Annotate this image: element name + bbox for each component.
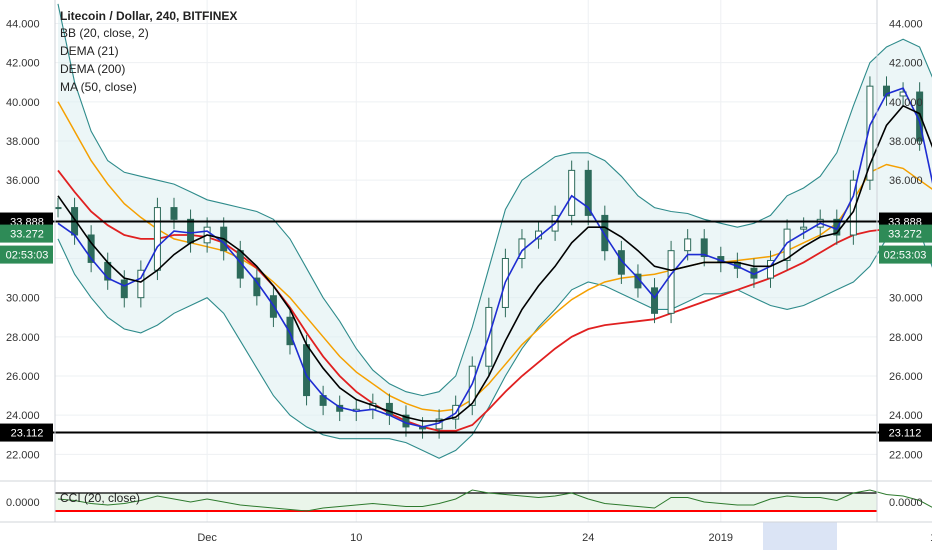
candle-body [601, 214, 609, 252]
price-tag-left-text: 02:53:03 [6, 250, 49, 262]
legend-dema-21: DEMA (21) [60, 44, 119, 58]
candle-body [54, 207, 62, 210]
cci-tick-right: 0.0000 [889, 497, 923, 509]
candle-body [170, 207, 178, 220]
y-tick-left: 28.000 [6, 332, 40, 344]
y-tick-left: 40.000 [6, 97, 40, 109]
price-tag-right [879, 224, 932, 243]
legend: Litecoin / Dollar, 240, BITFINEX BB (20,… [60, 9, 237, 505]
legend-ma-50: MA (50, close) [60, 80, 137, 94]
bollinger-band-fill [58, 3, 932, 459]
cci-tick-left: 0.0000 [6, 497, 40, 509]
candle-body [783, 228, 791, 261]
legend-cci: CCI (20, close) [60, 491, 140, 505]
legend-dema-200: DEMA (200) [60, 62, 125, 76]
candle-body [568, 169, 576, 216]
y-tick-left: 36.000 [6, 175, 40, 187]
y-tick-right: 40.000 [889, 97, 923, 109]
y-tick-right: 38.000 [889, 136, 923, 148]
y-tick-right: 22.000 [889, 449, 923, 461]
candle-body [385, 402, 393, 416]
y-tick-right: 42.000 [889, 58, 923, 70]
y-tick-right: 44.000 [889, 19, 923, 31]
bb-lower-line [57, 222, 932, 459]
dema-21-line [57, 87, 932, 428]
price-tag-left [0, 224, 53, 243]
candle-body [153, 207, 161, 271]
x-tick-label: 14 [930, 532, 932, 544]
dema-200-line [57, 169, 932, 432]
x-tick-label: 10 [350, 532, 362, 544]
level-tag-left [0, 423, 53, 442]
horizontal-levels[interactable] [0, 220, 932, 434]
y-tick-right: 36.000 [889, 175, 923, 187]
candle-body [286, 316, 294, 346]
y-tick-left: 44.000 [6, 19, 40, 31]
candle-body [187, 218, 195, 244]
series-lines [54, 3, 932, 459]
candle-body [87, 234, 95, 263]
candle-body [866, 85, 874, 181]
legend-bb: BB (20, close, 2) [60, 26, 149, 40]
candle-body [684, 238, 692, 252]
candle-body [120, 279, 128, 299]
candle-body [468, 365, 476, 406]
y-tick-left: 26.000 [6, 371, 40, 383]
price-tag-right [879, 245, 932, 264]
y-tick-right: 24.000 [889, 410, 923, 422]
price-tag-left-text: 33.272 [10, 229, 44, 241]
y-tick-left: 42.000 [6, 58, 40, 70]
level-tag-right-text: 23.112 [889, 428, 922, 440]
cci-panel [55, 489, 932, 512]
y-tick-right: 28.000 [889, 332, 923, 344]
candle-body [617, 250, 625, 275]
candle-body [651, 287, 659, 314]
price-tag-left [0, 245, 53, 264]
candle-body [800, 226, 808, 230]
candle-body [667, 250, 675, 314]
x-tick-label: Dec [197, 532, 217, 544]
y-tick-left: 38.000 [6, 136, 40, 148]
candle-body [700, 238, 708, 258]
chart-title: Litecoin / Dollar, 240, BITFINEX [60, 9, 237, 23]
y-tick-left: 30.000 [6, 293, 40, 305]
candle-body [833, 218, 841, 236]
y-tick-left: 22.000 [6, 449, 40, 461]
bb-band-area [58, 3, 932, 459]
bb-upper-line [57, 3, 932, 397]
candle-body [849, 179, 857, 236]
ma-line [57, 104, 932, 422]
x-tick-label: 2019 [709, 532, 733, 544]
price-tag-right-text: 02:53:03 [884, 250, 927, 262]
y-tick-right: 26.000 [889, 371, 923, 383]
cci-band-fill [55, 493, 877, 511]
y-tick-left: 24.000 [6, 410, 40, 422]
candle-body [767, 259, 775, 279]
price-tag-right-text: 33.272 [888, 229, 922, 241]
candle-body [883, 85, 890, 97]
cci-line [57, 489, 932, 512]
level-tag-right [879, 423, 932, 442]
x-tick-label: 24 [582, 532, 594, 544]
level-tag-left-text: 23.112 [11, 428, 44, 440]
candle-body [584, 169, 592, 216]
candle-body [137, 269, 145, 299]
y-tick-right: 30.000 [889, 293, 923, 305]
feb-highlight [763, 522, 837, 550]
